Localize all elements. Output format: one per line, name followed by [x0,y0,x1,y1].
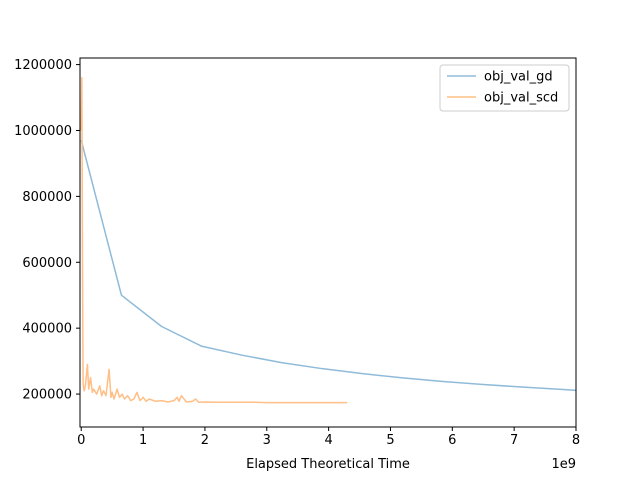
x-axis-ticks: 0 1 2 3 4 5 6 7 8 [77,427,580,448]
legend: obj_val_gd obj_val_scd [439,64,570,112]
y-tick-label: 800000 [22,190,72,205]
x-tick-label: 3 [263,433,271,448]
x-tick-label: 8 [572,433,580,448]
y-tick-label: 200000 [22,388,72,403]
axes-frame [79,57,577,428]
y-tick-label: 400000 [22,322,72,337]
x-tick-label: 0 [77,433,85,448]
legend-label-obj-val-gd: obj_val_gd [484,70,553,85]
y-tick-label: 600000 [22,256,72,271]
series-layer [80,77,577,404]
x-tick-label: 5 [386,433,394,448]
x-tick-label: 1 [139,433,147,448]
x-tick-label: 7 [510,433,518,448]
series-line-obj-val-scd [80,77,348,404]
x-axis-offset-text: 1e9 [551,457,576,472]
x-axis-label: Elapsed Theoretical Time [246,457,410,472]
y-axis-ticks: 200000 400000 600000 800000 1000000 1200000 [14,58,80,403]
x-tick-label: 6 [448,433,456,448]
x-tick-label: 4 [324,433,332,448]
legend-label-obj-val-scd: obj_val_scd [484,91,558,106]
y-tick-label: 1200000 [14,58,72,73]
x-tick-label: 2 [201,433,209,448]
series-line-obj-val-gd [80,140,577,392]
y-tick-label: 1000000 [14,124,72,139]
